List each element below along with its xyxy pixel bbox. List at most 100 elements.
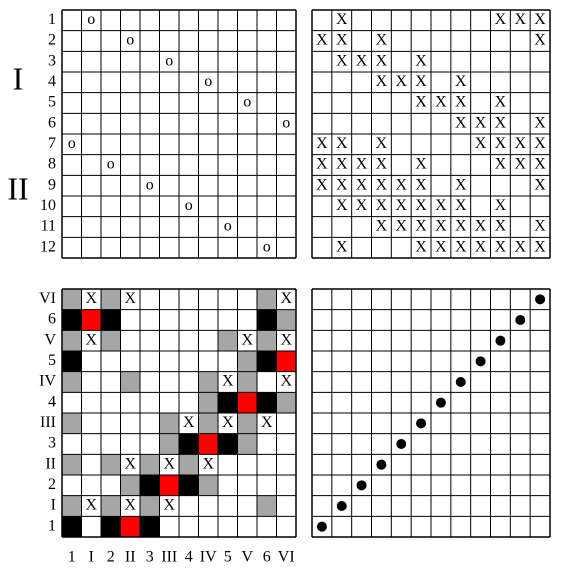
group-label: II <box>7 170 28 206</box>
gray-cell <box>257 330 277 351</box>
black-cell <box>257 309 277 331</box>
gray-cell <box>159 413 179 434</box>
gray-cell <box>120 475 140 496</box>
col-label: I <box>89 549 94 566</box>
cell-mark: X <box>514 11 526 28</box>
gray-cell <box>62 454 82 475</box>
cell-mark: o <box>185 197 193 214</box>
dot <box>396 439 407 449</box>
gray-cell <box>62 289 82 310</box>
col-label: 1 <box>68 549 76 566</box>
cell-mark: X <box>534 135 546 152</box>
gray-cell <box>257 495 277 517</box>
dot <box>495 335 506 346</box>
row-label: 3 <box>48 52 56 69</box>
gray-cell <box>198 413 218 434</box>
row-label: 2 <box>48 476 56 493</box>
gray-cell <box>62 330 82 351</box>
gray-cell <box>198 371 218 393</box>
red-cell <box>198 433 218 455</box>
cell-mark: X <box>395 176 407 193</box>
row-label: IV <box>39 373 56 390</box>
cell-mark: X <box>280 290 292 307</box>
cell-mark: X <box>376 135 388 152</box>
dot <box>455 377 466 387</box>
cell-mark: X <box>534 238 546 255</box>
cell-mark: X <box>514 135 526 152</box>
cell-mark: X <box>376 176 388 193</box>
col-label: VI <box>278 549 295 566</box>
cell-mark: o <box>263 238 271 255</box>
cell-mark: X <box>495 135 507 152</box>
cell-mark: X <box>202 455 214 472</box>
cell-mark: X <box>415 73 427 90</box>
row-label: 10 <box>40 197 56 214</box>
col-label: IV <box>200 549 217 566</box>
cell-mark: o <box>68 135 76 152</box>
col-label: II <box>125 549 136 566</box>
cell-mark: X <box>534 11 546 28</box>
cell-mark: X <box>475 218 487 235</box>
row-label: I <box>51 497 56 514</box>
cell-mark: X <box>222 373 234 390</box>
row-label: 6 <box>48 311 56 328</box>
cell-mark: X <box>336 238 348 255</box>
black-cell <box>62 351 82 372</box>
cell-mark: X <box>336 176 348 193</box>
gray-cell <box>198 475 218 496</box>
dot <box>475 356 486 367</box>
gray-cell <box>140 495 160 517</box>
row-label: II <box>45 455 56 472</box>
cell-mark: X <box>124 497 136 514</box>
row-label: III <box>40 414 56 431</box>
cell-mark: X <box>356 156 368 173</box>
cell-mark: X <box>495 11 507 28</box>
red-cell <box>120 516 140 537</box>
red-cell <box>237 392 257 413</box>
gray-cell <box>120 371 140 393</box>
cell-mark: X <box>415 218 427 235</box>
cell-mark: X <box>415 156 427 173</box>
black-cell <box>218 392 238 413</box>
cell-mark: X <box>261 414 273 431</box>
dot <box>356 480 367 491</box>
cell-mark: X <box>455 197 467 214</box>
col-label: V <box>241 549 253 566</box>
row-label: 7 <box>48 135 56 152</box>
red-cell <box>159 475 179 496</box>
cell-mark: X <box>455 176 467 193</box>
cell-mark: X <box>455 94 467 111</box>
cell-mark: o <box>204 73 212 90</box>
cell-mark: X <box>534 32 546 49</box>
cell-mark: X <box>316 156 328 173</box>
cell-mark: X <box>163 497 175 514</box>
cell-mark: X <box>475 114 487 131</box>
black-cell <box>257 392 277 413</box>
cell-mark: X <box>415 176 427 193</box>
gray-cell <box>237 371 257 393</box>
cell-mark: X <box>534 156 546 173</box>
cell-mark: X <box>124 455 136 472</box>
dot <box>535 294 546 305</box>
cell-mark: X <box>455 238 467 255</box>
dot <box>416 418 427 429</box>
row-label: 3 <box>48 435 56 452</box>
cell-mark: X <box>85 331 97 348</box>
cell-mark: X <box>336 52 348 69</box>
black-cell <box>218 433 238 455</box>
row-label: 12 <box>40 238 56 255</box>
cell-mark: X <box>495 197 507 214</box>
cell-mark: X <box>495 94 507 111</box>
col-label: 3 <box>146 549 154 566</box>
row-label: 5 <box>48 352 56 369</box>
cell-mark: X <box>336 135 348 152</box>
col-label: 5 <box>224 549 232 566</box>
black-cell <box>101 309 121 331</box>
dot <box>316 521 327 532</box>
red-cell <box>276 351 296 372</box>
cell-mark: X <box>534 114 546 131</box>
cell-mark: X <box>316 32 328 49</box>
cell-mark: X <box>124 290 136 307</box>
cell-mark: X <box>395 197 407 214</box>
